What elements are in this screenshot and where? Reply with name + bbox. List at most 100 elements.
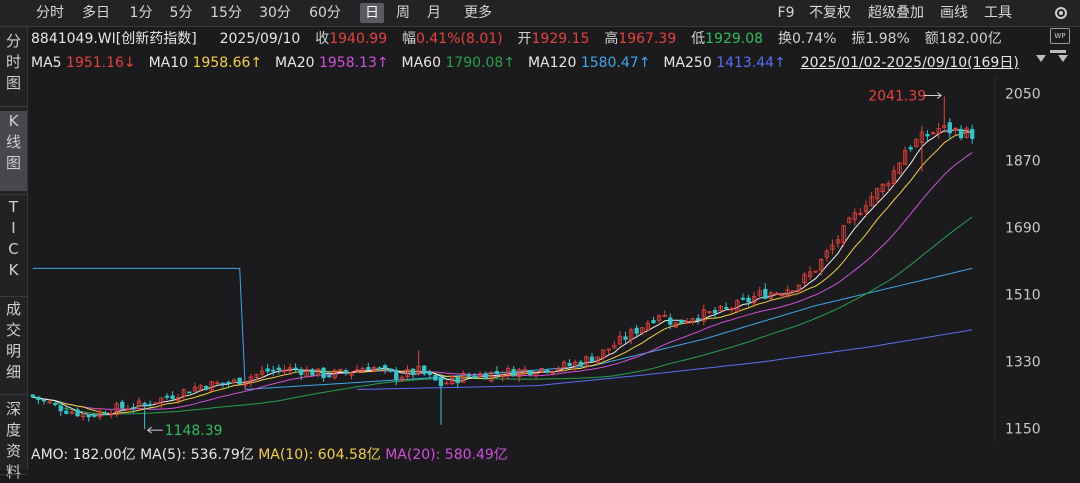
candle-body: [265, 368, 270, 372]
wp-icon[interactable]: WP: [1050, 28, 1070, 44]
candle-body: [148, 403, 153, 406]
candle-body: [410, 368, 416, 375]
candle-body: [673, 322, 678, 328]
candle-body: [366, 367, 371, 371]
candle-body: [701, 309, 706, 322]
candle-body: [75, 409, 80, 417]
sidebar-item[interactable]: 成交明细: [5, 300, 21, 381]
candle-body: [226, 381, 231, 384]
candle-body: [438, 377, 444, 387]
low-annotation-arrowhead: [146, 426, 152, 434]
minimize-icon[interactable]: [1050, 50, 1066, 53]
candle-body: [198, 385, 203, 390]
candle-body: [584, 356, 589, 365]
candle-body: [684, 321, 690, 324]
candlestick-chart[interactable]: 2050 1870 1690 1510 1330 1150 2041.39 1148.39: [27, 76, 1080, 442]
period-toolbar: 分时 多日 1分 5分 15分 30分 60分 日周 月 更多 F9 不复权 超级叠加 画线 工具: [0, 0, 1080, 27]
open-label: 开: [517, 31, 532, 47]
period-tab[interactable]: 60分: [309, 5, 341, 21]
toolbar-right-item[interactable]: F9: [777, 5, 795, 21]
ma60-label: MA60: [401, 55, 441, 71]
ma10-value: 1958.66↑: [192, 55, 263, 71]
candle-body: [405, 369, 410, 378]
period-tab[interactable]: 1分: [129, 5, 153, 21]
sidebar-separator: [0, 106, 27, 107]
candle-body: [612, 345, 617, 349]
amount-label: 额: [924, 31, 939, 47]
candle-body: [254, 373, 259, 378]
y-tick-label: 1510: [1005, 287, 1041, 303]
period-tab[interactable]: 15分: [210, 5, 242, 21]
sidebar-separator: [0, 394, 27, 395]
candle-body: [595, 356, 600, 364]
candle-body: [902, 150, 908, 165]
candle-body: [858, 213, 863, 215]
period-tab[interactable]: 多日: [82, 5, 110, 21]
ma20-label: MA20: [275, 55, 315, 71]
toolbar-right-item[interactable]: 画线: [940, 5, 968, 21]
period-tab[interactable]: 分时: [36, 5, 64, 21]
amo-ma5-label: MA(5):: [140, 447, 187, 463]
candle-body: [679, 319, 684, 325]
candle-body: [92, 414, 97, 417]
candle-body: [187, 391, 192, 394]
candle-body: [310, 369, 315, 376]
candle-body: [153, 402, 158, 405]
triangle-down-icon[interactable]: [1036, 55, 1046, 62]
candle-body: [209, 381, 214, 392]
amplitude-value: 1.98%: [865, 31, 910, 47]
candle-body: [908, 147, 913, 150]
amo-ma20-value: 580.49亿: [444, 447, 508, 463]
high-annotation-arrowhead: [936, 92, 943, 99]
sidebar-item[interactable]: 深度资料: [5, 400, 21, 481]
candle-body: [953, 127, 958, 131]
period-tab[interactable]: 30分: [259, 5, 291, 21]
period-tab[interactable]: 周: [396, 5, 410, 21]
sidebar-separator: [0, 296, 27, 297]
candle-body: [545, 369, 550, 373]
candle-body: [813, 270, 818, 273]
candle-body: [645, 322, 651, 331]
candle-body: [332, 369, 337, 378]
candle-body: [338, 368, 343, 371]
candle-body: [243, 380, 248, 386]
candle-body: [539, 368, 544, 372]
ma-row: MA5 1951.16↓ MA10 1958.66↑ MA20 1958.13↑…: [31, 52, 1019, 72]
candle-body: [841, 225, 846, 244]
candle-body: [886, 183, 891, 186]
sidebar-item[interactable]: 分时图: [5, 32, 21, 92]
toolbar-right-item[interactable]: 不复权: [809, 5, 851, 21]
close-label: 收: [315, 31, 330, 47]
y-tick-label: 2050: [1005, 86, 1041, 102]
amo-value: 182.00亿: [72, 447, 136, 463]
candle-body: [360, 368, 365, 372]
candle-body: [271, 369, 276, 372]
candle-body: [377, 367, 382, 370]
candle-body: [522, 368, 528, 372]
candle-body: [181, 389, 186, 397]
candle-body: [142, 402, 147, 405]
low-annotation: 1148.39: [165, 423, 223, 439]
gear-icon[interactable]: [1052, 4, 1070, 22]
triangle-down-icon[interactable]: [1058, 55, 1068, 62]
period-tab[interactable]: 月: [427, 5, 441, 21]
period-tab[interactable]: 5分: [169, 5, 193, 21]
candle-body: [170, 395, 175, 399]
candle-body: [159, 397, 164, 404]
candle-body: [651, 320, 656, 324]
toolbar-right-item[interactable]: 超级叠加: [868, 5, 924, 21]
ma5-label: MA5: [31, 55, 62, 71]
candle-body: [293, 367, 298, 370]
period-tab[interactable]: 日: [360, 3, 384, 23]
toolbar-right-item[interactable]: 工具: [984, 5, 1012, 21]
close-value: 1940.99: [329, 31, 388, 47]
candle-body: [791, 290, 796, 293]
ma60-line: [32, 216, 973, 415]
period-tab[interactable]: 更多: [464, 5, 492, 21]
date-range[interactable]: 2025/01/02-2025/09/10(169日): [800, 55, 1019, 71]
candle-body: [880, 183, 885, 193]
candle-body: [824, 250, 829, 258]
candle-body: [712, 309, 718, 314]
